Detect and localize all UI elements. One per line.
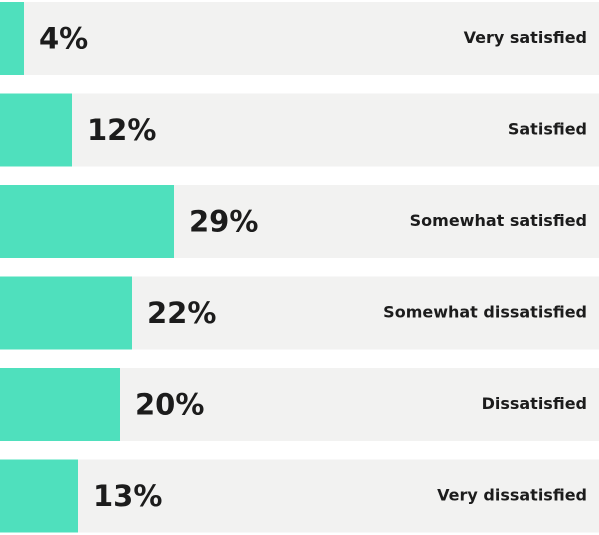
value-label: 29% xyxy=(189,205,258,239)
bar xyxy=(0,368,120,441)
bar xyxy=(0,276,132,350)
bar xyxy=(0,459,78,533)
category-label: Satisfied xyxy=(508,120,587,139)
value-label: 20% xyxy=(135,388,204,422)
value-label: 22% xyxy=(147,296,216,330)
category-label: Dissatisfied xyxy=(482,394,587,413)
track xyxy=(0,93,599,167)
bar xyxy=(0,93,72,167)
value-label: 12% xyxy=(87,113,156,147)
bar xyxy=(0,2,24,75)
track xyxy=(0,2,599,75)
category-label: Very dissatisfied xyxy=(437,486,587,505)
bar xyxy=(0,185,174,258)
track xyxy=(0,459,599,533)
value-label: 13% xyxy=(93,479,162,513)
category-label: Somewhat satisfied xyxy=(410,211,587,230)
category-label: Somewhat dissatisfied xyxy=(383,303,587,322)
value-label: 4% xyxy=(39,22,88,56)
category-label: Very satisfied xyxy=(464,28,587,47)
